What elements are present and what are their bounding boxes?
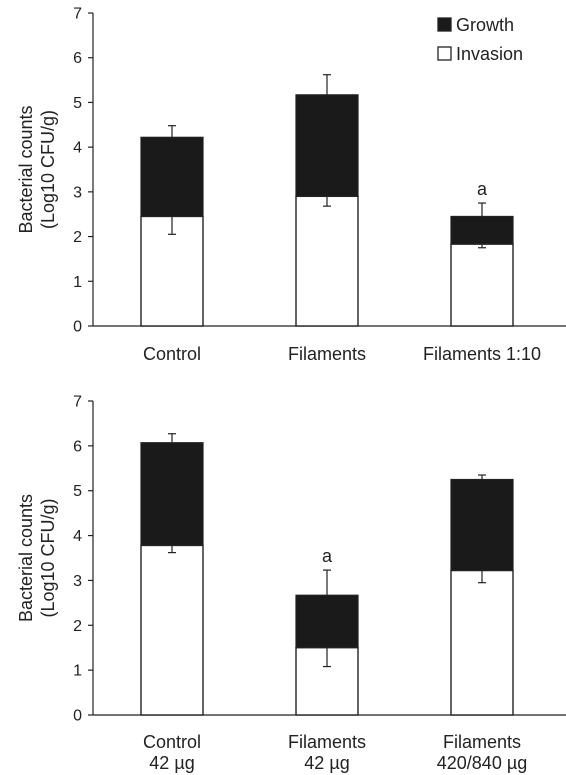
- y-axis-label: Bacterial counts: [16, 105, 36, 233]
- x-category-label: 42 µg: [304, 753, 349, 773]
- y-tick-label: 4: [73, 140, 82, 157]
- y-tick-label: 2: [73, 618, 82, 635]
- y-tick-label: 1: [73, 663, 82, 680]
- bar-invasion: [450, 243, 514, 327]
- bar-invasion: [140, 544, 204, 716]
- y-tick-label: 0: [73, 708, 82, 725]
- y-tick-label: 6: [73, 50, 82, 67]
- significance-label: a: [477, 179, 488, 199]
- y-axis-label: (Log10 CFU/g): [38, 498, 58, 617]
- significance-label: a: [322, 546, 333, 566]
- y-tick-label: 3: [73, 184, 82, 201]
- legend-label: Growth: [456, 15, 514, 35]
- x-category-label: Filaments: [288, 732, 366, 752]
- x-category-label: 42 µg: [149, 753, 194, 773]
- bar-growth: [295, 94, 359, 197]
- x-category-label: Filaments: [443, 732, 521, 752]
- legend-label: Invasion: [456, 44, 523, 64]
- y-tick-label: 7: [73, 394, 82, 411]
- bar-growth: [140, 442, 204, 547]
- x-category-label: Filaments 1:10: [423, 344, 541, 364]
- bar-growth: [450, 478, 514, 572]
- x-category-label: Control: [143, 344, 201, 364]
- bar-growth: [295, 594, 359, 649]
- legend: Growth Invasion: [437, 15, 523, 64]
- y-tick-label: 4: [73, 528, 82, 545]
- chart-panel-1: 0 1 2 3 4 5 6 7 Bacterial counts (Log10 CFU/g) Con…: [16, 6, 566, 364]
- y-tick-label: 1: [73, 274, 82, 291]
- y-tick-label: 7: [73, 6, 82, 23]
- legend-swatch: [437, 17, 452, 32]
- x-category-label: Filaments: [288, 344, 366, 364]
- y-tick-label: 0: [73, 319, 82, 336]
- legend-swatch: [437, 46, 452, 61]
- y-tick-label: 5: [73, 483, 82, 500]
- bar-growth: [140, 136, 204, 218]
- chart-panel-2: 0 1 2 3 4 5 6 7 Bacterial counts (Log10 CFU/g) Con…: [16, 394, 566, 773]
- x-category-label: 420/840 µg: [437, 753, 527, 773]
- x-category-label: Control: [143, 732, 201, 752]
- y-tick-label: 5: [73, 95, 82, 112]
- y-axis-label: Bacterial counts: [16, 494, 36, 622]
- bar-invasion: [295, 647, 359, 716]
- y-tick-label: 2: [73, 229, 82, 246]
- y-tick-label: 6: [73, 438, 82, 455]
- y-axis-label: (Log10 CFU/g): [38, 110, 58, 229]
- bar-invasion: [450, 569, 514, 716]
- y-tick-label: 3: [73, 573, 82, 590]
- bar-invasion: [295, 195, 359, 327]
- bar-growth: [450, 215, 514, 245]
